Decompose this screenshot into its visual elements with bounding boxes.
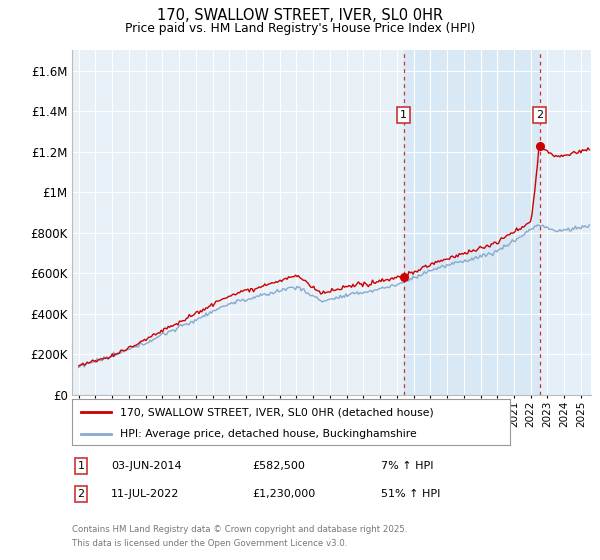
Text: 03-JUN-2014: 03-JUN-2014 — [111, 461, 182, 471]
Text: This data is licensed under the Open Government Licence v3.0.: This data is licensed under the Open Gov… — [72, 539, 347, 548]
Text: HPI: Average price, detached house, Buckinghamshire: HPI: Average price, detached house, Buck… — [120, 429, 417, 438]
Text: 51% ↑ HPI: 51% ↑ HPI — [381, 489, 440, 499]
Text: 11-JUL-2022: 11-JUL-2022 — [111, 489, 179, 499]
Bar — [404, 50, 539, 395]
Text: 1: 1 — [400, 110, 407, 120]
Text: 170, SWALLOW STREET, IVER, SL0 0HR (detached house): 170, SWALLOW STREET, IVER, SL0 0HR (deta… — [120, 407, 434, 417]
Text: 1: 1 — [77, 461, 85, 471]
Bar — [539, 50, 600, 395]
Text: Price paid vs. HM Land Registry's House Price Index (HPI): Price paid vs. HM Land Registry's House … — [125, 22, 475, 35]
Text: £582,500: £582,500 — [252, 461, 305, 471]
Text: Contains HM Land Registry data © Crown copyright and database right 2025.: Contains HM Land Registry data © Crown c… — [72, 525, 407, 534]
Text: 170, SWALLOW STREET, IVER, SL0 0HR: 170, SWALLOW STREET, IVER, SL0 0HR — [157, 8, 443, 24]
Text: 2: 2 — [536, 110, 543, 120]
Text: 2: 2 — [77, 489, 85, 499]
Text: 7% ↑ HPI: 7% ↑ HPI — [381, 461, 433, 471]
Text: £1,230,000: £1,230,000 — [252, 489, 315, 499]
